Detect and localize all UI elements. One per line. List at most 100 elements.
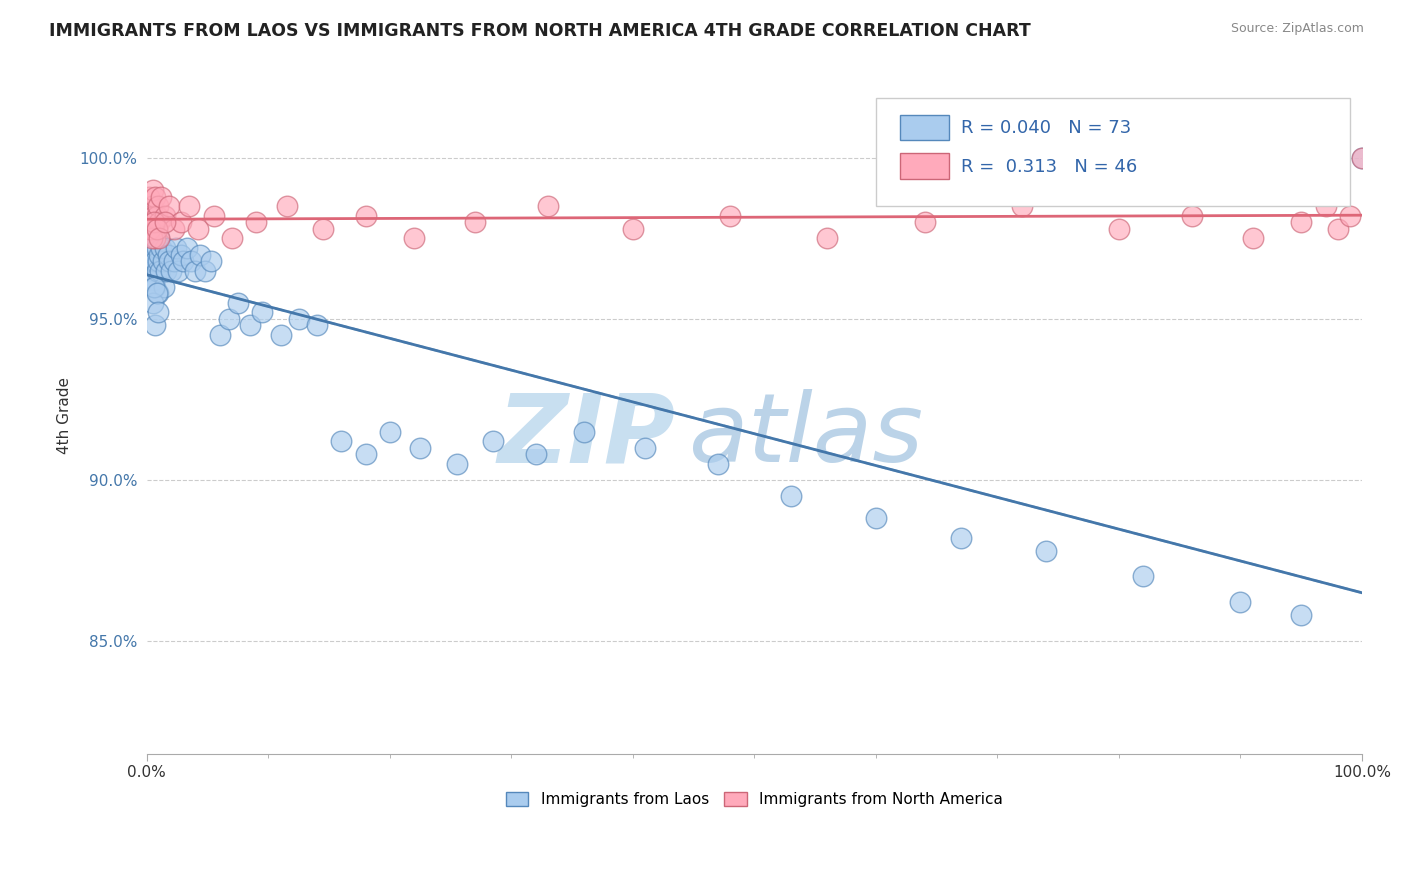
Point (143, 231, 166, 245)
Point (378, 425, 401, 439)
Text: atlas: atlas (688, 389, 922, 483)
Point (138, 231, 160, 245)
Text: IMMIGRANTS FROM LAOS VS IMMIGRANTS FROM NORTH AMERICA 4TH GRADE CORRELATION CHAR: IMMIGRANTS FROM LAOS VS IMMIGRANTS FROM … (49, 22, 1031, 40)
Point (148, 215, 170, 229)
Point (1035, 543, 1057, 558)
Point (1132, 569, 1154, 583)
Point (155, 263, 177, 277)
Point (152, 254, 174, 268)
Point (143, 279, 166, 293)
Point (138, 189, 160, 203)
Point (221, 231, 243, 245)
Point (160, 263, 183, 277)
Point (180, 254, 202, 268)
Point (153, 215, 176, 229)
Point (145, 286, 167, 301)
Point (524, 447, 547, 461)
Point (145, 221, 167, 235)
Point (138, 209, 160, 223)
Point (239, 318, 262, 333)
Point (145, 263, 167, 277)
Point (148, 247, 170, 261)
Point (707, 457, 730, 471)
Point (252, 305, 274, 319)
FancyBboxPatch shape (876, 98, 1350, 206)
Point (146, 305, 169, 319)
Point (634, 441, 657, 455)
Point (1315, 199, 1337, 213)
Point (141, 199, 163, 213)
Point (149, 263, 172, 277)
Point (153, 279, 176, 293)
Text: R = 0.040   N = 73: R = 0.040 N = 73 (960, 120, 1132, 137)
Point (245, 215, 267, 229)
Point (142, 183, 165, 197)
Point (143, 273, 166, 287)
Point (276, 199, 298, 213)
Point (1289, 215, 1312, 229)
Point (208, 328, 231, 343)
Point (537, 199, 560, 213)
Point (718, 209, 741, 223)
Point (145, 241, 167, 255)
Point (1351, 151, 1374, 165)
Point (142, 221, 165, 235)
Point (142, 215, 165, 229)
Point (165, 241, 187, 255)
Y-axis label: 4th Grade: 4th Grade (58, 377, 72, 454)
Point (170, 247, 193, 261)
Point (139, 209, 162, 223)
Point (1181, 209, 1204, 223)
Point (202, 209, 225, 223)
Point (200, 254, 222, 268)
Point (150, 189, 173, 203)
Point (188, 247, 211, 261)
Point (143, 254, 166, 268)
Point (354, 447, 377, 461)
Point (143, 231, 166, 245)
Point (141, 263, 163, 277)
Point (157, 254, 180, 268)
Point (172, 254, 194, 268)
Point (176, 241, 198, 255)
Point (153, 209, 176, 223)
Point (1351, 151, 1374, 165)
Point (139, 254, 162, 268)
Point (167, 263, 190, 277)
Point (226, 295, 249, 310)
Point (148, 231, 170, 245)
Point (270, 328, 292, 343)
Point (1326, 221, 1348, 235)
Point (150, 241, 173, 255)
Text: Source: ZipAtlas.com: Source: ZipAtlas.com (1230, 22, 1364, 36)
Point (146, 286, 169, 301)
Text: R =  0.313   N = 46: R = 0.313 N = 46 (960, 159, 1137, 177)
Point (156, 247, 179, 261)
Point (482, 434, 505, 449)
Point (187, 221, 209, 235)
Point (157, 199, 180, 213)
Point (815, 231, 838, 245)
Point (194, 263, 217, 277)
Point (170, 215, 193, 229)
Point (1339, 209, 1361, 223)
Point (1289, 608, 1312, 623)
Point (142, 254, 165, 268)
Point (143, 215, 166, 229)
Bar (900, 115, 949, 140)
Point (409, 441, 432, 455)
Point (949, 531, 972, 545)
Point (446, 457, 468, 471)
Point (179, 199, 201, 213)
Point (1011, 199, 1033, 213)
Point (1229, 595, 1251, 609)
Point (143, 189, 166, 203)
Point (143, 279, 166, 293)
Legend: Immigrants from Laos, Immigrants from North America: Immigrants from Laos, Immigrants from No… (499, 786, 1010, 814)
Point (153, 241, 176, 255)
Point (162, 254, 184, 268)
Point (142, 295, 165, 310)
Point (1241, 231, 1264, 245)
Point (218, 312, 240, 326)
Point (146, 199, 169, 213)
